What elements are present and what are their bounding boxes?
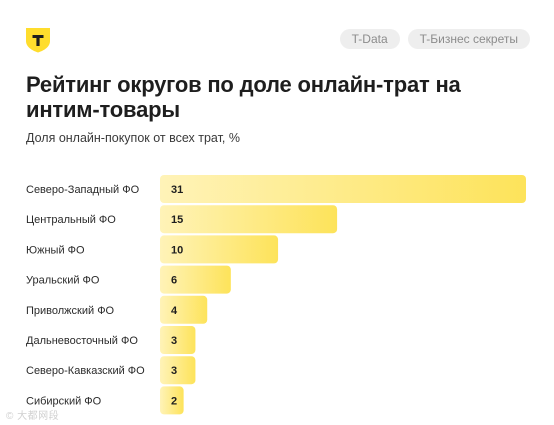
header-tags: T-Data T-Бизнес секреты [339, 29, 530, 49]
chart-title: Рейтинг округов по доле онлайн-трат на и… [26, 72, 461, 122]
bar-chart: Северо-Западный ФО 31 Центральный ФО 15 Южны… [26, 175, 526, 415]
bar [160, 175, 526, 203]
category-label: Центральный ФО [26, 214, 116, 226]
tbank-logo [26, 28, 50, 53]
bar [160, 356, 196, 385]
category-label: Сибирский ФО [26, 395, 102, 407]
bar-value-label: 2 [171, 395, 177, 407]
category-label: Уральский ФО [26, 275, 100, 287]
watermark: © 大都网段 [6, 411, 60, 422]
bar [160, 295, 208, 324]
bar-value-label: 31 [171, 184, 183, 196]
category-label: Северо-Кавказский ФО [26, 365, 145, 377]
category-label: Дальневосточный ФО [26, 335, 138, 347]
bar [160, 205, 338, 234]
bar-value-label: 15 [171, 214, 183, 226]
bar-value-label: 6 [171, 275, 177, 287]
bar [160, 326, 196, 354]
bar-value-label: 10 [171, 244, 183, 256]
chart-subtitle: Доля онлайн-покупок от всех трат, % [26, 131, 240, 145]
category-label: Северо-Западный ФО [26, 184, 140, 196]
bar [160, 235, 279, 264]
bar-value-label: 4 [171, 305, 178, 317]
category-label: Приволжский ФО [26, 305, 115, 317]
tag-t-data: T-Data [339, 29, 400, 49]
bar-value-label: 3 [171, 365, 177, 377]
bar [160, 386, 184, 415]
bar [160, 265, 231, 294]
tag-business-secrets: T-Бизнес секреты [407, 29, 530, 49]
category-label: Южный ФО [26, 244, 85, 256]
bar-value-label: 3 [171, 335, 177, 347]
